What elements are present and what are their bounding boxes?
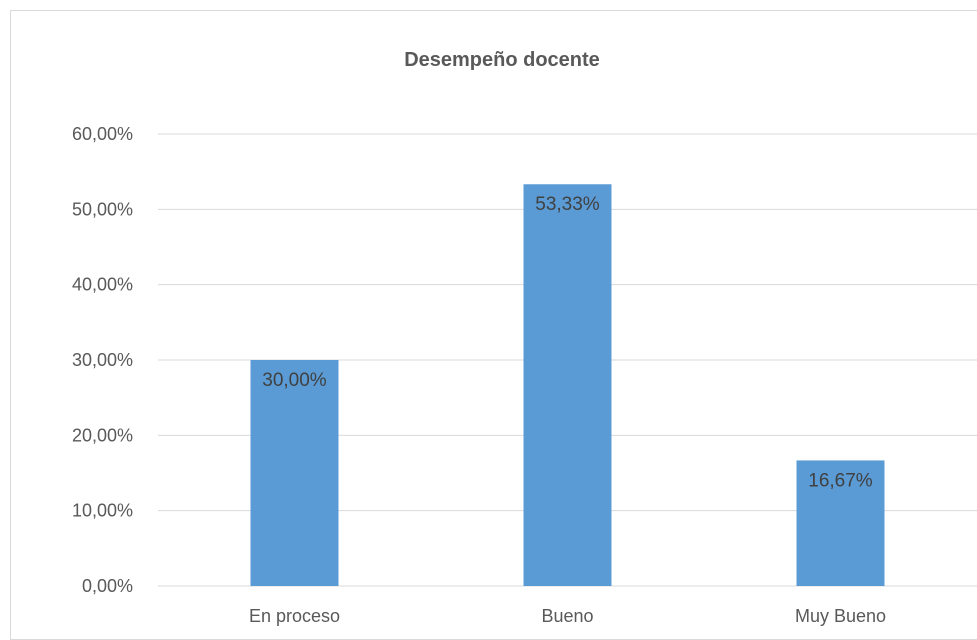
- y-tick-label: 10,00%: [72, 501, 133, 521]
- data-label: 53,33%: [535, 194, 600, 215]
- x-category-label: En proceso: [249, 606, 340, 626]
- y-tick-label: 0,00%: [82, 576, 133, 596]
- chart-title: Desempeño docente: [404, 49, 600, 71]
- y-tick-label: 60,00%: [72, 124, 133, 144]
- bar: [523, 184, 612, 587]
- bar: [796, 460, 885, 586]
- y-tick-label: 50,00%: [72, 199, 133, 219]
- y-tick-label: 40,00%: [72, 275, 133, 295]
- y-axis: 0,00% 10,00% 20,00% 30,00% 40,00% 50,00% 60,00…: [72, 124, 133, 596]
- data-label: 16,67%: [808, 470, 873, 491]
- x-category-label: Muy Bueno: [795, 606, 886, 626]
- bar: [250, 360, 339, 586]
- y-tick-label: 20,00%: [72, 425, 133, 445]
- data-label: 30,00%: [262, 370, 327, 391]
- bars: 30,00% 53,33% 16,67%: [250, 184, 885, 587]
- x-category-label: Bueno: [541, 606, 593, 626]
- x-axis: En proceso Bueno Muy Bueno: [249, 606, 886, 626]
- y-tick-label: 30,00%: [72, 350, 133, 370]
